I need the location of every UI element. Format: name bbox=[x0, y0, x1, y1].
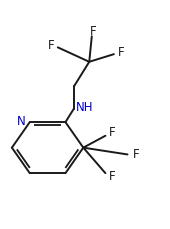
Text: F: F bbox=[109, 126, 115, 139]
Text: F: F bbox=[133, 148, 139, 161]
Text: F: F bbox=[90, 25, 97, 38]
Text: N: N bbox=[17, 115, 26, 128]
Text: F: F bbox=[48, 39, 54, 52]
Text: NH: NH bbox=[75, 101, 93, 114]
Text: F: F bbox=[117, 46, 124, 59]
Text: F: F bbox=[109, 170, 115, 183]
